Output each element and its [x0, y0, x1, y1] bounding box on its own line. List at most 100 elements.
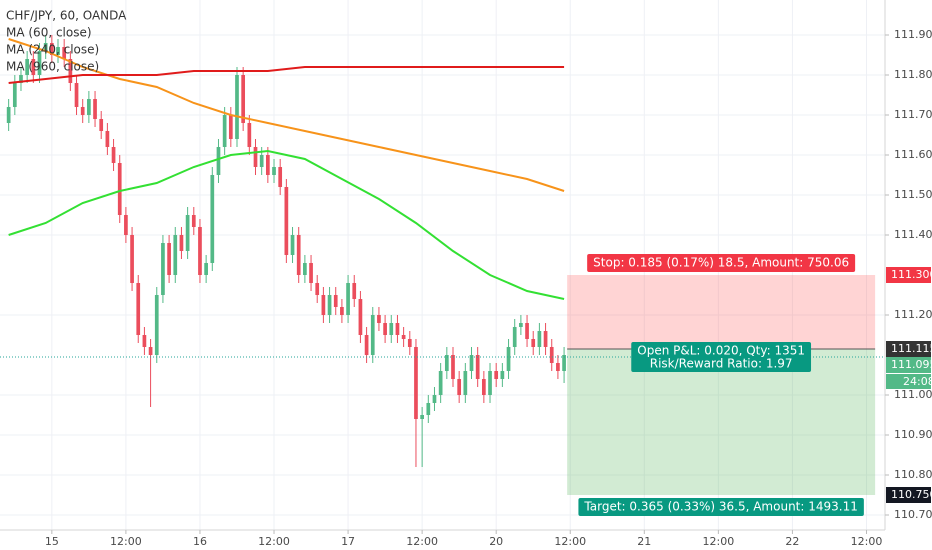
candle-body	[235, 75, 239, 139]
candle-body	[87, 99, 91, 115]
candle-body	[451, 355, 455, 379]
position-label-box	[578, 498, 864, 516]
candle-body	[185, 215, 190, 251]
candle-body	[315, 283, 320, 295]
y-tick-label: 111.800	[894, 68, 932, 81]
stop-zone	[567, 275, 876, 349]
candle-body	[549, 347, 554, 363]
candle-body	[457, 379, 462, 395]
candle-body	[56, 47, 60, 55]
price-tag	[886, 357, 931, 373]
candle-body	[167, 243, 171, 275]
target-zone	[567, 349, 876, 495]
candle-body	[198, 227, 202, 275]
x-tick-label: 17	[341, 535, 355, 548]
y-tick-label: 111.600	[894, 148, 932, 161]
candle-body	[340, 307, 344, 315]
price-tag-label: 110.750	[891, 488, 932, 501]
price-tag-label: 111.300	[891, 268, 932, 281]
candle-body	[117, 163, 122, 215]
candle-body	[49, 43, 54, 55]
candle-body	[469, 355, 474, 371]
y-tick-label: 111.500	[894, 188, 932, 201]
candle-body	[407, 339, 412, 347]
candle-body	[463, 371, 468, 395]
candle-body	[62, 47, 67, 59]
price-tag-label: 111.115	[891, 342, 932, 355]
candle-body	[278, 167, 283, 187]
candle-body	[321, 295, 326, 315]
moving-average-line	[8, 66, 565, 84]
candle-body	[358, 299, 363, 335]
overlay: Stop: 0.185 (0.17%) 18.5, Amount: 750.06…	[0, 254, 885, 516]
legend-entry: MA (240, close)	[6, 43, 99, 57]
candle-body	[228, 115, 233, 139]
candle-body	[12, 83, 17, 107]
price-tag	[886, 341, 931, 357]
x-tick-label: 21	[637, 535, 651, 548]
candle-body	[512, 327, 517, 347]
countdown-tag	[886, 374, 931, 389]
y-tick-label: 110.900	[894, 428, 932, 441]
candle-body	[432, 395, 437, 403]
position-label-box	[587, 254, 856, 272]
position-label: Stop: 0.185 (0.17%) 18.5, Amount: 750.06	[593, 256, 849, 270]
candle-body	[173, 235, 178, 275]
x-tick-label: 12:00	[703, 535, 735, 548]
candle-body	[481, 379, 486, 395]
candle-body	[68, 59, 73, 83]
candle-body	[19, 75, 23, 83]
candle-body	[444, 355, 449, 371]
candle-body	[488, 371, 492, 395]
candle-body	[352, 283, 357, 299]
candle-body	[401, 335, 406, 339]
candle-body	[154, 295, 159, 355]
y-tick-label: 110.800	[894, 468, 932, 481]
candle-body	[80, 107, 85, 115]
candle-body	[253, 147, 258, 167]
x-tick-label: 15	[45, 535, 59, 548]
marks	[6, 35, 566, 467]
candle-body	[272, 167, 276, 175]
candle-body	[31, 59, 36, 75]
candle-body	[161, 243, 165, 295]
candle-body	[130, 235, 134, 283]
candle-body	[124, 215, 128, 235]
candle-body	[543, 331, 548, 347]
candle-body	[389, 323, 394, 335]
candle-body	[370, 315, 375, 355]
candle-body	[346, 283, 350, 315]
candle-body	[475, 355, 480, 379]
candle-body	[303, 263, 307, 275]
candle-body	[148, 347, 153, 355]
x-tick-label: 12:00	[258, 535, 290, 548]
candle-body	[333, 295, 338, 307]
candle-body	[438, 371, 443, 395]
y-tick-label: 111.200	[894, 308, 932, 321]
chart-title: CHF/JPY, 60, OANDA	[6, 9, 127, 23]
legend-entry: MA (60, close)	[6, 26, 92, 40]
candle-body	[74, 83, 79, 107]
position-label: Target: 0.365 (0.33%) 36.5, Amount: 1493…	[583, 500, 857, 514]
candle-body	[562, 355, 566, 371]
countdown-label: 24:08	[903, 375, 932, 388]
price-tag	[886, 487, 931, 503]
x-tick-label: 20	[489, 535, 503, 548]
candle-body	[179, 235, 184, 251]
position-label-box	[631, 342, 812, 372]
x-tick-label: 12:00	[406, 535, 438, 548]
candle-body	[43, 43, 48, 51]
y-tick-label: 111.900	[894, 28, 932, 41]
y-tick-label: 110.700	[894, 508, 932, 521]
candle-body	[99, 119, 104, 131]
candle-body	[556, 363, 560, 371]
candle-body	[37, 51, 42, 75]
candle-body	[247, 123, 252, 147]
candle-body	[327, 295, 332, 315]
candle-body	[309, 263, 313, 283]
candle-body	[537, 331, 542, 347]
candle-body	[377, 315, 381, 323]
candle-body	[395, 323, 400, 335]
candle-body	[241, 75, 246, 123]
